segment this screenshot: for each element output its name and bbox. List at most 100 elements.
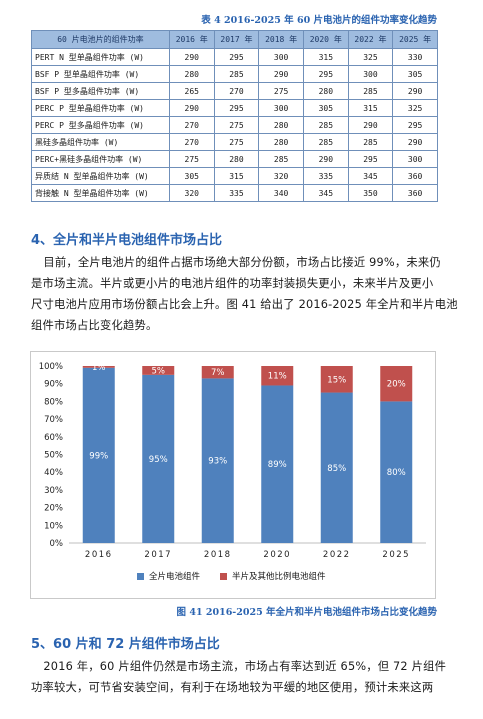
bar-half — [142, 366, 175, 375]
table-cell-value: 300 — [258, 48, 304, 66]
data-label-full: 95% — [149, 455, 168, 465]
paragraph-line: 是市场主流。半片或更小片的电池片组件的功率封装损失更小，未来半片及更小 — [31, 277, 434, 290]
y-tick-label: 10% — [44, 521, 63, 531]
table-cell-value: 280 — [168, 65, 215, 83]
table-row: 黑硅多晶组件功率 (W) 270 275 280 285 285 290 — [31, 133, 438, 151]
table-header-year: 2018 年 — [258, 30, 304, 49]
y-tick-label: 50% — [44, 451, 63, 461]
table-row: PERT N 型单晶组件功率 (W) 290 295 300 315 325 330 — [31, 48, 438, 66]
table-cell-name: 背接触 N 型单晶组件功率 (W) — [31, 184, 170, 202]
table-cell-value: 295 — [302, 65, 349, 83]
table-cell-value: 270 — [168, 133, 215, 151]
x-tick-label: 2016 — [85, 550, 113, 560]
table-cell-value: 360 — [392, 184, 438, 202]
data-label-half: 5% — [152, 366, 166, 376]
table-cell-value: 345 — [347, 167, 394, 185]
table-cell-value: 305 — [392, 65, 438, 83]
legend-swatch-blue — [137, 572, 144, 580]
table-caption: 表 4 2016-2025 年 60 片电池片的组件功率变化趋势 — [201, 15, 437, 26]
bar-full — [142, 374, 175, 543]
y-tick-label: 90% — [44, 380, 63, 390]
paragraph-line: 2016 年，60 片组件仍然是市场主流，市场占有率达到近 65%，但 72 片… — [43, 660, 447, 673]
x-tick-label: 2017 — [144, 550, 172, 560]
table-cell-value: 280 — [258, 133, 304, 151]
table-cell-value: 300 — [258, 99, 304, 117]
table-cell-value: 290 — [168, 48, 215, 66]
paragraph-line: 尺寸电池片应用市场份额占比会上升。图 41 给出了 2016-2025 年全片和… — [31, 298, 458, 311]
table-cell-name: PERC P 型多晶组件功率 (W) — [31, 116, 170, 134]
legend-item-half: 半片及其他比例电池组件 — [220, 570, 326, 582]
x-tick-label: 2022 — [323, 550, 351, 560]
table-cell-value: 265 — [168, 82, 215, 100]
legend-swatch-red — [220, 572, 227, 580]
paragraph-line: 组件市场占比变化趋势。 — [31, 319, 158, 332]
table-header-row: 60 片电池片的组件功率 2016 年 2017 年 2018 年 2020 年 2022… — [31, 30, 438, 49]
table-cell-value: 285 — [347, 133, 394, 151]
table-cell-value: 300 — [347, 65, 394, 83]
y-tick-label: 20% — [44, 504, 63, 514]
bar-half — [82, 366, 115, 368]
table-cell-value: 270 — [213, 82, 260, 100]
table-header-year: 2020 年 — [302, 30, 349, 49]
data-label-full: 80% — [387, 468, 406, 478]
table-cell-value: 285 — [258, 150, 304, 168]
figure-caption: 图 41 2016-2025 年全片和半片电池组件市场占比变化趋势 — [176, 607, 437, 618]
data-label-half: 7% — [211, 368, 225, 378]
table-row: 异质结 N 型单晶组件功率 (W) 305 315 320 335 345 360 — [31, 167, 438, 185]
table-cell-value: 290 — [168, 99, 215, 117]
bar-half — [320, 366, 353, 393]
data-label-half: 15% — [327, 375, 346, 385]
y-tick-label: 100% — [39, 362, 63, 372]
bar-half — [201, 366, 234, 379]
table-cell-value: 275 — [213, 133, 260, 151]
table-cell-value: 340 — [258, 184, 304, 202]
table-cell-value: 285 — [302, 133, 349, 151]
table-cell-value: 290 — [392, 82, 438, 100]
table-cell-name: 黑硅多晶组件功率 (W) — [31, 133, 170, 151]
table-cell-value: 360 — [392, 167, 438, 185]
table-row: BSF P 型单晶组件功率 (W) 280 285 290 295 300 305 — [31, 65, 438, 83]
table-cell-value: 320 — [168, 184, 215, 202]
y-tick-label: 80% — [44, 397, 63, 407]
legend-label: 半片及其他比例电池组件 — [232, 572, 326, 582]
table-cell-value: 300 — [392, 150, 438, 168]
paragraph-line: 目前，全片电池片的组件占据市场绝大部分份额，市场占比接近 99%，未来仍 — [43, 256, 441, 269]
table-cell-name: BSF P 型多晶组件功率 (W) — [31, 82, 170, 100]
paragraph-line: 功率较大，可节省安装空间，有利于在场地较为平缓的地区使用，预计未来这两 — [31, 681, 434, 694]
data-label-half: 11% — [268, 372, 287, 382]
table-cell-value: 335 — [302, 167, 349, 185]
table-row: PERC P 型多晶组件功率 (W) 270 275 280 285 290 295 — [31, 116, 438, 134]
table-cell-value: 275 — [213, 116, 260, 134]
table-row: PERC+黑硅多晶组件功率 (W) 275 280 285 290 295 300 — [31, 150, 438, 168]
table-cell-value: 280 — [258, 116, 304, 134]
table-cell-value: 295 — [347, 150, 394, 168]
table-header-name: 60 片电池片的组件功率 — [31, 30, 170, 49]
table-body: PERT N 型单晶组件功率 (W) 290 295 300 315 325 330 BSF … — [31, 48, 438, 202]
data-label-full: 99% — [89, 451, 108, 461]
data-label-full: 85% — [327, 464, 346, 474]
table-cell-value: 295 — [213, 99, 260, 117]
bar-full — [201, 378, 234, 543]
table-cell-value: 315 — [213, 167, 260, 185]
table-cell-value: 285 — [302, 116, 349, 134]
data-label-full: 93% — [208, 457, 227, 467]
section-4-heading: 4、全片和半片电池组件市场占比 — [31, 233, 223, 248]
data-label-full: 89% — [268, 460, 287, 470]
table-cell-value: 315 — [347, 99, 394, 117]
y-tick-label: 70% — [44, 415, 63, 425]
table-cell-value: 275 — [168, 150, 215, 168]
chart-frame — [30, 351, 436, 599]
x-tick-label: 2025 — [382, 550, 410, 560]
bar-full — [380, 401, 413, 543]
legend-label: 全片电池组件 — [149, 572, 201, 582]
table-cell-value: 335 — [213, 184, 260, 202]
table-cell-value: 320 — [258, 167, 304, 185]
y-tick-label: 40% — [44, 468, 63, 478]
x-tick-label: 2018 — [204, 550, 232, 560]
section-5-heading: 5、60 片和 72 片组件市场占比 — [31, 637, 220, 652]
legend-item-full: 全片电池组件 — [137, 570, 200, 582]
table-cell-value: 290 — [258, 65, 304, 83]
table-cell-value: 295 — [392, 116, 438, 134]
y-tick-label: 30% — [44, 486, 63, 496]
table-cell-value: 290 — [392, 133, 438, 151]
